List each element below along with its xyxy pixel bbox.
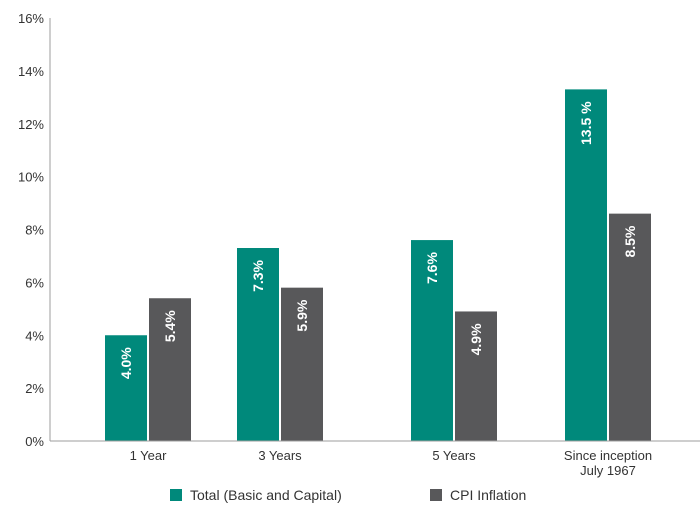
- bar: [237, 248, 279, 441]
- x-axis-ticks: 1 Year 3 Years 5 Years Since inception July …: [130, 448, 653, 478]
- bar: [149, 298, 191, 441]
- legend: Total (Basic and Capital) CPI Inflation: [170, 487, 526, 503]
- x-tick-label-line: 3 Years: [258, 448, 302, 463]
- bar: [281, 287, 323, 441]
- x-tick-label: 3 Years: [258, 448, 302, 463]
- bar: [565, 89, 607, 441]
- axes: [49, 18, 700, 442]
- y-tick-label: 10%: [18, 170, 44, 185]
- x-tick-label-line: 1 Year: [130, 448, 168, 463]
- x-tick-label: 1 Year: [130, 448, 168, 463]
- legend-label: Total (Basic and Capital): [190, 487, 342, 503]
- x-tick-label-line: July 1967: [580, 463, 636, 478]
- y-axis-ticks: 0% 2% 4% 6% 8% 10% 12% 14% 16%: [18, 11, 44, 449]
- y-tick-label: 12%: [18, 117, 44, 132]
- bar-data-label: 13.5 %: [578, 101, 594, 145]
- legend-label: CPI Inflation: [450, 487, 526, 503]
- bar-data-label: 5.4%: [162, 310, 178, 342]
- y-tick-label: 16%: [18, 11, 44, 26]
- bar: [455, 311, 497, 441]
- y-tick-label: 6%: [25, 275, 44, 290]
- x-tick-label-line: 5 Years: [432, 448, 476, 463]
- x-tick-label: 5 Years: [432, 448, 476, 463]
- bar-data-label: 7.6%: [424, 252, 440, 284]
- bars: [105, 89, 651, 441]
- legend-swatch: [170, 489, 182, 501]
- bar-data-label: 5.9%: [294, 299, 310, 331]
- bar: [609, 213, 651, 441]
- bar: [411, 240, 453, 441]
- legend-swatch: [430, 489, 442, 501]
- bar-data-label: 7.3%: [250, 259, 266, 291]
- bar-data-label: 4.9%: [468, 323, 484, 355]
- y-tick-label: 0%: [25, 434, 44, 449]
- bar-data-labels: 4.0% 7.3% 7.6% 13.5 % 5.4% 5.9% 4.9% 8.5%: [118, 101, 638, 379]
- x-tick-label: Since inception July 1967: [564, 448, 652, 478]
- x-tick-label-line: Since inception: [564, 448, 652, 463]
- y-tick-label: 8%: [25, 223, 44, 238]
- bar: [105, 335, 147, 441]
- y-tick-label: 2%: [25, 381, 44, 396]
- y-tick-label: 4%: [25, 328, 44, 343]
- y-tick-label: 14%: [18, 64, 44, 79]
- bar-data-label: 8.5%: [622, 225, 638, 257]
- bar-data-label: 4.0%: [118, 347, 134, 379]
